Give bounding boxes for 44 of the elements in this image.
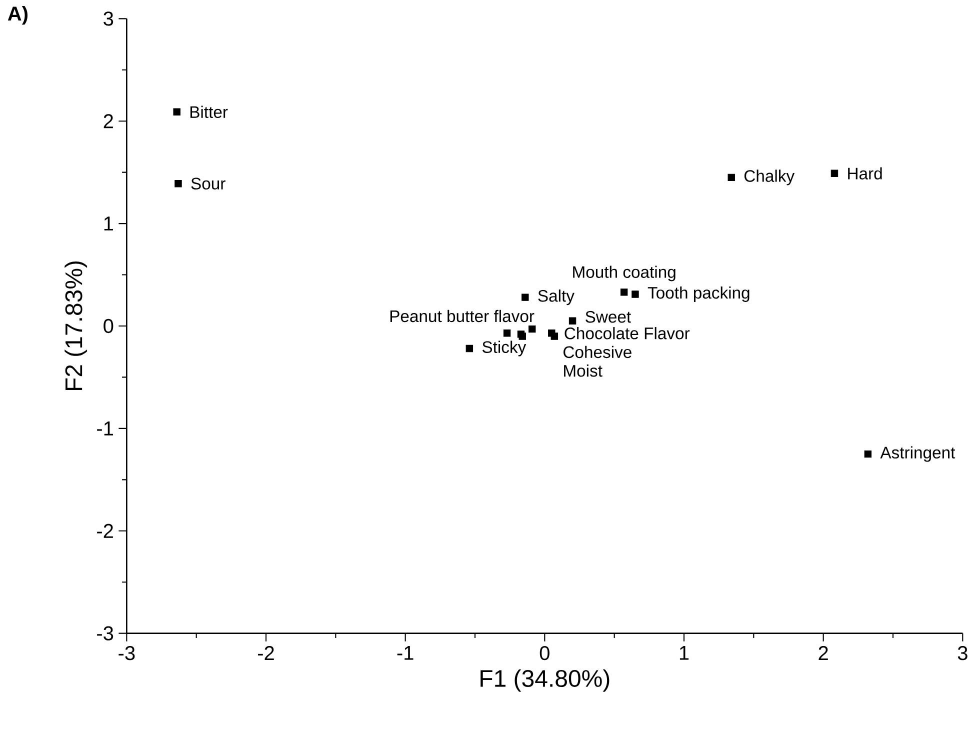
annotation: Sweet	[586, 310, 631, 323]
x-tick-label: 0	[540, 646, 550, 660]
point	[830, 170, 838, 177]
x-tick-label: -1	[397, 646, 414, 660]
y-tick-label: 2	[104, 114, 113, 128]
point	[173, 108, 180, 116]
x-axis-title: F1 (34.80%)	[480, 669, 610, 692]
y-tick-label: -1	[97, 422, 113, 436]
annotation: Chalky	[744, 170, 795, 186]
point	[528, 325, 536, 333]
x-tick-label: -3	[118, 646, 135, 660]
point	[174, 180, 182, 188]
annotation: Peanut butter flavor	[390, 310, 534, 322]
annotation: Hard	[848, 167, 882, 180]
y-axis-title: F2 (17.83%)	[64, 261, 88, 390]
point	[503, 330, 511, 337]
point	[466, 344, 474, 352]
x-tick-label: -2	[258, 646, 274, 660]
point	[522, 294, 529, 301]
annotation: Astringent	[880, 446, 956, 462]
x-tick-label: 1	[680, 646, 689, 660]
point	[728, 174, 735, 182]
annotation: Moist	[564, 364, 602, 377]
point	[632, 290, 639, 298]
y-tick-label: 1	[104, 216, 113, 230]
annotation: Cohesive	[564, 346, 632, 358]
x-tick-label: 3	[958, 646, 968, 660]
annotation: Tooth packing	[648, 286, 750, 302]
annotation: Mouth coating	[573, 266, 676, 282]
y-tick-label: 0	[104, 318, 114, 334]
text: A)	[8, 6, 28, 25]
annotation: Sour	[191, 178, 226, 190]
annotation: Chocolate Flavor	[564, 327, 690, 340]
point	[620, 288, 628, 296]
y-tick-label: -3	[97, 626, 114, 640]
x-tick-label: 2	[818, 646, 828, 660]
point	[550, 332, 558, 340]
y-tick-label: 3	[104, 12, 114, 26]
annotation: Sticky	[482, 340, 526, 356]
annotation: Salty	[538, 290, 574, 306]
annotation: Bitter	[190, 106, 228, 118]
point	[864, 450, 872, 458]
point	[568, 317, 576, 324]
y-tick-label: -2	[97, 524, 113, 538]
